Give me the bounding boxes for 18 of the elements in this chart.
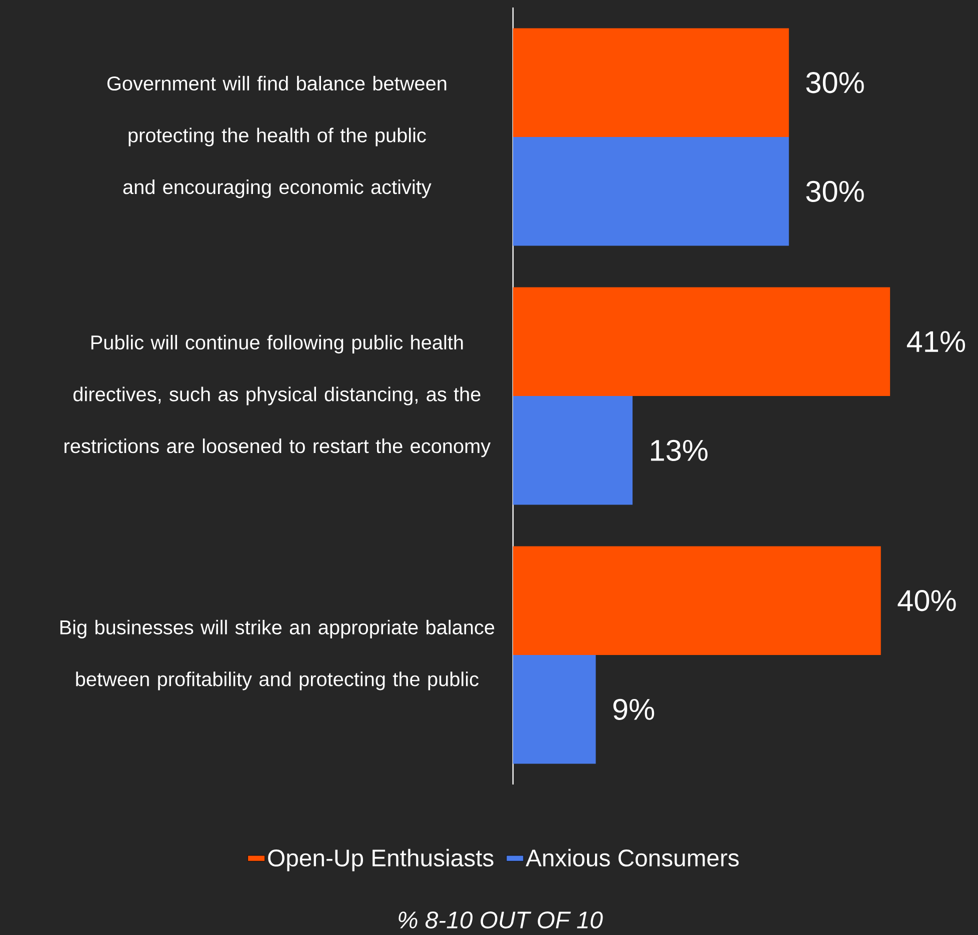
legend-label: Anxious Consumers bbox=[526, 848, 739, 866]
data-label: 30% bbox=[806, 72, 864, 94]
data-label: 30% bbox=[806, 180, 864, 202]
bar bbox=[513, 546, 881, 656]
bar bbox=[513, 655, 596, 764]
bar bbox=[513, 396, 633, 505]
bar bbox=[513, 28, 789, 138]
data-label: 41% bbox=[906, 331, 966, 352]
category-label: Government will find balance between protecting the health of the public and encouraging economic activity bbox=[107, 76, 446, 198]
bar bbox=[513, 287, 890, 396]
category-label: Public will continue following public health directives, such as physical distancing, as the restrictions are loosened to restart the economy bbox=[64, 334, 491, 458]
data-label: 40% bbox=[898, 590, 956, 612]
category-label: Big businesses will strike an appropriate balance between profitability and protecting the public bbox=[60, 620, 494, 690]
data-label: 9% bbox=[613, 698, 654, 720]
legend-label: Open-Up Enthusiasts bbox=[268, 848, 494, 872]
data-label: 13% bbox=[651, 440, 708, 461]
text: % 8-10 OUT OF 10 bbox=[398, 912, 603, 928]
bar bbox=[513, 137, 789, 246]
